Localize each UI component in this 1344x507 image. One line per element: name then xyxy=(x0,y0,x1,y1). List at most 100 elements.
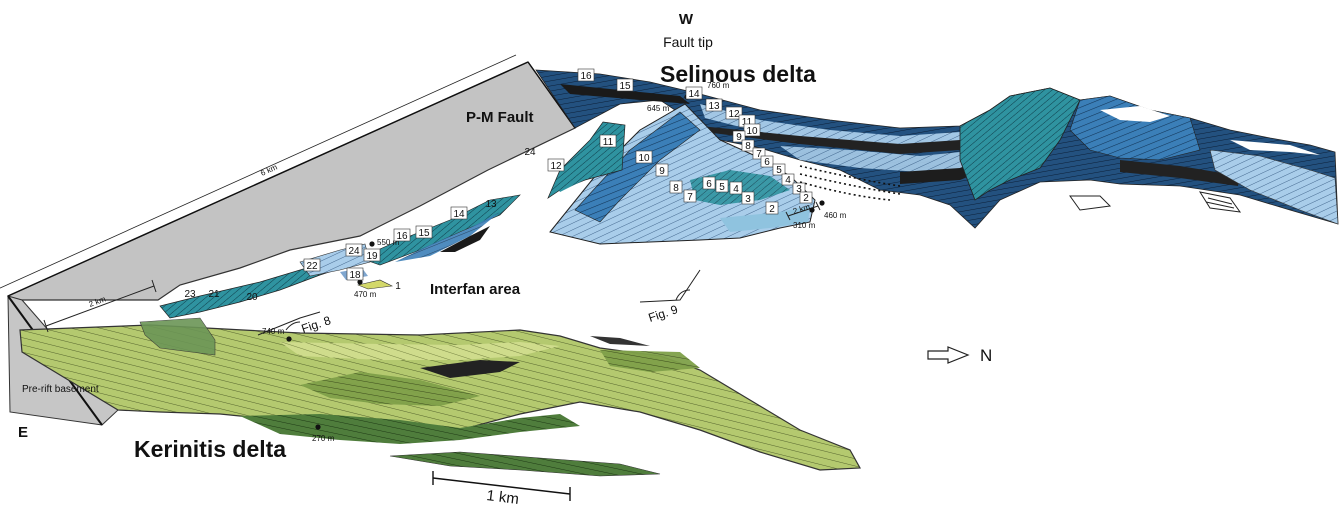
unit-label: 9 xyxy=(655,163,669,177)
svg-text:7: 7 xyxy=(687,192,693,203)
unit-label: 11 xyxy=(599,134,617,148)
unit-label: 9 xyxy=(732,130,746,143)
svg-text:19: 19 xyxy=(366,251,378,262)
svg-text:12: 12 xyxy=(550,161,562,172)
fig8-symbol xyxy=(257,311,321,336)
unit-label: 13 xyxy=(705,98,723,112)
unit-labels-front: 10 9 8 7 6 5 4 3 2 xyxy=(635,150,779,215)
unit-label: 4 xyxy=(729,181,743,195)
pm-fault-label: P-M Fault xyxy=(466,109,534,126)
unit-label: 6 xyxy=(760,155,774,168)
fig9-label: Fig. 9 xyxy=(647,302,680,325)
unit-label: 14 xyxy=(450,206,468,220)
unit-label: 14 xyxy=(685,86,703,100)
scale-bar-2km-left xyxy=(43,279,157,333)
elev-310: 310 m xyxy=(793,221,816,230)
unit-label: 12 xyxy=(547,158,565,172)
svg-text:22: 22 xyxy=(306,261,318,272)
north-arrow xyxy=(927,346,970,364)
compass-north: N xyxy=(980,346,992,365)
unit-label: 8 xyxy=(741,139,755,152)
svg-text:8: 8 xyxy=(745,141,751,152)
unit-label: 6 xyxy=(702,176,716,190)
svg-text:8: 8 xyxy=(673,183,679,194)
svg-text:24: 24 xyxy=(524,147,536,158)
fault-tip-label: Fault tip xyxy=(663,34,713,50)
svg-text:6: 6 xyxy=(706,179,712,190)
unit-label: 2 xyxy=(765,201,779,215)
unit-label: 18 xyxy=(346,267,364,281)
svg-text:24: 24 xyxy=(348,246,360,257)
small-outcrop-symbols xyxy=(1069,191,1242,213)
unit-label: 15 xyxy=(415,225,433,239)
svg-text:3: 3 xyxy=(745,194,751,205)
unit-label: 21 xyxy=(208,289,220,300)
svg-text:13: 13 xyxy=(485,199,497,210)
unit-label: 23 xyxy=(184,289,196,300)
unit-label: 5 xyxy=(772,163,786,176)
scale-1km-label: 1 km xyxy=(486,487,520,507)
unit-label: 7 xyxy=(752,147,766,160)
basement-line: Pre-rift basement xyxy=(22,384,99,395)
svg-text:21: 21 xyxy=(208,289,220,300)
svg-text:13: 13 xyxy=(708,101,720,112)
fig9-symbol xyxy=(639,269,701,303)
basement-label: Pre-rift basement xyxy=(22,384,99,395)
elev-645: 645 m xyxy=(647,104,670,113)
interfan-label: Interfan area xyxy=(430,281,521,298)
elev-460: 460 m xyxy=(824,211,847,220)
elev-470: 470 m xyxy=(354,290,377,299)
unit-label: 8 xyxy=(669,180,683,194)
unit-label: 16 xyxy=(577,68,595,82)
unit-label: 3 xyxy=(792,182,806,195)
svg-text:4: 4 xyxy=(733,184,739,195)
svg-text:14: 14 xyxy=(688,89,700,100)
selinous-title: Selinous delta xyxy=(660,61,816,87)
unit-label: 20 xyxy=(246,292,258,303)
kerinitis-delta xyxy=(19,317,861,477)
unit-label: 22 xyxy=(303,258,321,272)
kerinitis-title: Kerinitis delta xyxy=(134,436,286,462)
unit-label: 10 xyxy=(635,150,653,164)
svg-text:16: 16 xyxy=(396,231,408,242)
elev-270: 270 m xyxy=(312,434,335,443)
svg-text:11: 11 xyxy=(742,117,753,128)
svg-text:2: 2 xyxy=(769,204,775,215)
correlation-dotted-lines xyxy=(799,165,901,201)
svg-text:16: 16 xyxy=(580,71,592,82)
svg-text:23: 23 xyxy=(184,289,196,300)
unit-labels-upper: 16 15 14 13 12 11 10 9 8 7 6 5 4 3 2 xyxy=(577,68,813,204)
svg-text:2: 2 xyxy=(803,193,809,204)
unit-label: 10 xyxy=(743,123,761,137)
svg-text:14: 14 xyxy=(453,209,465,220)
svg-text:12: 12 xyxy=(728,109,740,120)
scale-bar-6km xyxy=(0,54,517,289)
unit-label: 5 xyxy=(715,179,729,193)
svg-text:4: 4 xyxy=(785,175,791,186)
elev-550: 550 m xyxy=(377,238,400,247)
unit-label: 3 xyxy=(741,191,755,205)
svg-text:5: 5 xyxy=(776,165,782,176)
svg-text:5: 5 xyxy=(719,182,725,193)
unit-labels-left: 24 19 22 18 20 21 23 1 xyxy=(184,243,401,303)
scale-bar-1km xyxy=(432,471,571,501)
svg-text:6: 6 xyxy=(764,157,770,168)
unit-label: 12 xyxy=(725,106,743,120)
svg-text:10: 10 xyxy=(746,126,758,137)
unit-label: 16 xyxy=(393,228,411,242)
pm-fault-panel xyxy=(6,61,576,301)
compass-west: W xyxy=(679,11,694,28)
svg-text:10: 10 xyxy=(638,153,650,164)
unit-label: 2 xyxy=(799,191,813,204)
elev-760: 760 m xyxy=(707,81,730,90)
svg-text:15: 15 xyxy=(418,228,430,239)
unit-label: 4 xyxy=(781,173,795,186)
elev-740: 740 m xyxy=(262,327,285,336)
unit-labels-mid: 11 12 24 13 14 15 16 xyxy=(393,134,617,242)
unit-label: 13 xyxy=(485,199,497,210)
unit-label: 24 xyxy=(524,147,536,158)
unit-label: 1 xyxy=(395,281,401,292)
unit-label: 19 xyxy=(363,248,381,262)
svg-text:1: 1 xyxy=(395,281,401,292)
